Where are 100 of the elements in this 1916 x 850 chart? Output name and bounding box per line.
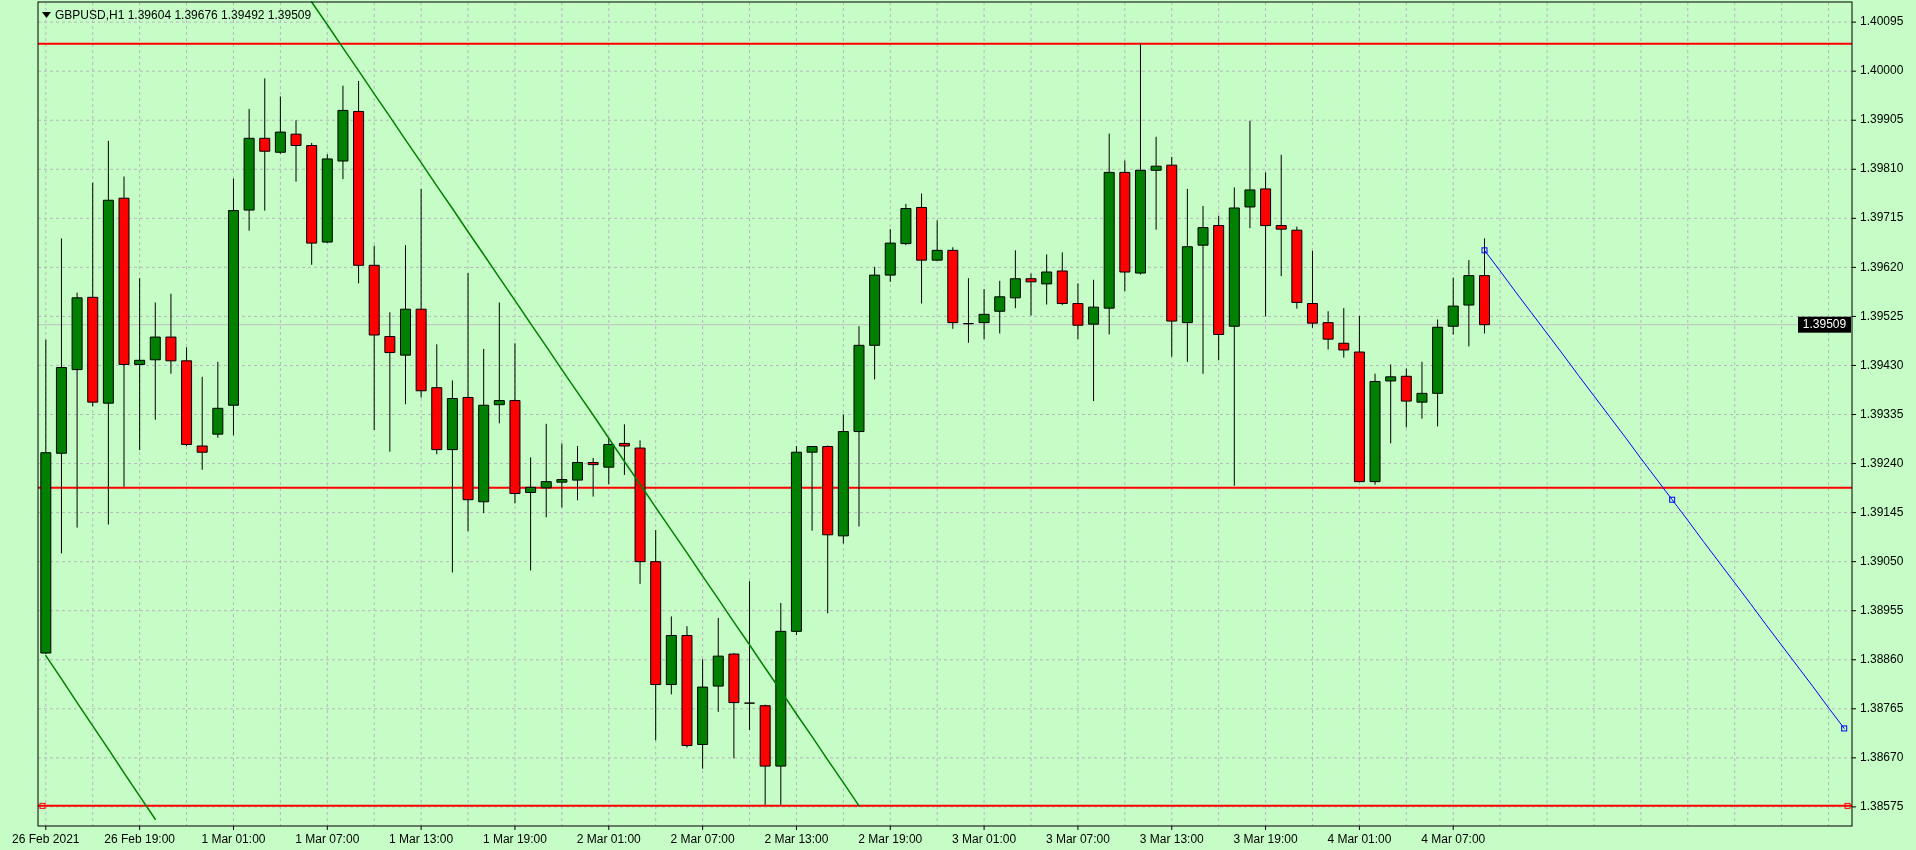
candlestick [87,182,99,407]
candlestick [337,85,349,180]
y-tick-label: 1.40000 [1860,63,1904,78]
candlestick [227,178,239,436]
y-tick-label: 1.39430 [1860,357,1904,372]
candlestick [212,361,224,439]
candlestick [1353,315,1365,483]
candlestick [259,77,271,212]
candlestick [1416,361,1428,420]
candlestick [1103,133,1115,335]
x-tick-label: 1 Mar 07:00 [295,832,360,846]
y-tick-label: 1.38575 [1860,799,1904,814]
candlestick [1197,205,1209,375]
x-tick-label: 3 Mar 01:00 [952,832,1017,846]
candlestick [1009,249,1021,309]
x-tick-label: 4 Mar 07:00 [1421,832,1486,846]
candlestick [290,119,302,183]
candlestick [556,442,568,508]
candlestick [478,348,490,514]
candlestick [384,311,396,453]
candlestick [353,80,365,284]
y-tick-label: 1.39335 [1860,406,1904,421]
candlestick [55,237,67,554]
candlestick [102,140,114,525]
y-tick-label: 1.38670 [1860,750,1904,765]
candlestick [431,343,443,455]
line-series [310,1,860,807]
y-tick-label: 1.39145 [1860,504,1904,519]
candlestick [806,446,818,532]
candlestick [572,445,584,501]
y-tick-label: 1.39620 [1860,259,1904,274]
x-tick-label: 1 Mar 13:00 [389,832,454,846]
candlestick [1385,363,1397,444]
candlestick [1150,136,1162,231]
y-tick-label: 1.39525 [1860,308,1904,323]
y-tick-label: 1.38860 [1860,651,1904,666]
candlestick [947,246,959,330]
text: GBPUSD,H1 1.39604 1.39676 1.39492 1.39509 [55,8,312,22]
candlestick [1291,226,1303,310]
candlestick [525,456,537,571]
candlestick [1088,279,1100,402]
candlestick [71,292,83,529]
candlestick [321,153,333,244]
candlestick [1447,277,1459,335]
candlestick [697,658,709,770]
candlestick [744,580,756,731]
candlestick [1432,319,1444,427]
candlestick [994,280,1006,334]
x-tick-label: 2 Mar 13:00 [764,832,829,846]
y-tick-label: 1.39810 [1860,161,1904,176]
candlestick [884,228,896,283]
candlestick [853,325,865,528]
x-tick-label: 2 Mar 07:00 [670,832,735,846]
candlestick [1072,282,1084,340]
candlestick [243,108,255,232]
candlestick [1400,368,1412,428]
x-tick-label: 3 Mar 13:00 [1139,832,1205,846]
candlestick [1041,253,1053,306]
y-tick-label: 1.39905 [1860,112,1904,127]
y-tick-label: 1.39715 [1860,210,1904,225]
candlestick [728,652,740,759]
y-tick-label: 1.39240 [1860,455,1904,470]
candlestick [1056,251,1068,306]
candlestick [1369,373,1381,486]
candlestick [1025,273,1037,316]
candlestick [1228,186,1240,487]
candlestick [978,288,990,340]
x-tick-label: 4 Mar 01:00 [1327,832,1392,846]
candlestick [1306,250,1318,329]
candlestick [931,219,943,262]
x-tick-label: 2 Mar 19:00 [858,832,923,846]
candlestick [165,293,177,375]
candlestick [446,379,458,573]
candlestick [368,245,380,431]
candlestick [665,615,677,695]
candlestick [1260,171,1272,317]
x-tick-label: 1 Mar 19:00 [482,832,548,846]
y-tick-label: 1.38955 [1860,602,1904,617]
candlestick [916,193,928,305]
x-tick-label: 1 Mar 01:00 [201,832,266,846]
candlestick [1244,120,1256,229]
candlestick [900,203,912,246]
y-tick-label: 1.39050 [1860,553,1904,568]
candlestick [681,625,693,749]
candlestick [1463,259,1475,347]
candlestick [415,188,427,398]
candlestick [540,423,552,518]
candlestick [1166,156,1178,358]
candlestick [399,244,411,405]
candlestick [962,277,974,344]
candlestick [181,346,193,447]
candlestick [134,277,146,451]
candlestick [1213,215,1225,361]
candlestick [306,142,318,266]
candlestick [274,95,286,155]
candlestick [712,617,724,713]
candlestick [790,445,802,636]
candlestick [493,301,505,424]
candlestick [1119,160,1131,292]
x-tick-label: 2 Mar 01:00 [576,832,642,846]
